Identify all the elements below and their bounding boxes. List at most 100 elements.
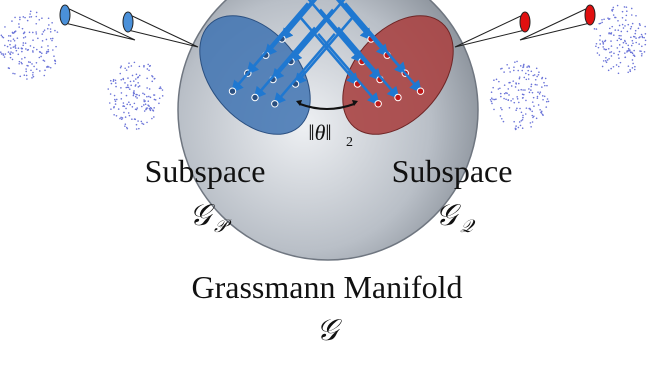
cloud-dot bbox=[50, 28, 52, 30]
cloud-dot bbox=[521, 111, 523, 113]
cloud-dot bbox=[500, 93, 502, 95]
cloud-dot bbox=[622, 24, 624, 26]
cloud-dot bbox=[39, 70, 41, 72]
cloud-dot bbox=[128, 62, 130, 64]
cloud-dot bbox=[143, 99, 145, 101]
cloud-dot bbox=[530, 122, 532, 124]
cloud-dot bbox=[638, 28, 640, 30]
cloud-dot bbox=[8, 51, 10, 53]
cloud-dot bbox=[47, 28, 49, 30]
cloud-dot bbox=[522, 117, 524, 119]
cloud-dot bbox=[594, 28, 596, 30]
cloud-dot bbox=[632, 67, 634, 69]
cloud-dot bbox=[123, 102, 125, 104]
cloud-dot bbox=[57, 31, 59, 33]
cloud-dot bbox=[32, 39, 34, 41]
cloud-dot bbox=[47, 45, 49, 47]
cloud-dot bbox=[25, 68, 27, 70]
norm-subscript: 2 bbox=[346, 135, 353, 150]
cloud-dot bbox=[13, 38, 15, 40]
cloud-dot bbox=[615, 17, 617, 19]
cloud-dot bbox=[139, 75, 141, 77]
camera-cone bbox=[455, 14, 525, 47]
cloud-dot bbox=[46, 52, 48, 54]
cloud-dot bbox=[135, 96, 137, 98]
cloud-dot bbox=[143, 104, 145, 106]
cloud-dot bbox=[14, 73, 16, 75]
cloud-dot bbox=[620, 39, 622, 41]
cloud-dot bbox=[634, 33, 636, 35]
cloud-dot bbox=[25, 71, 27, 73]
cloud-dot bbox=[500, 96, 502, 98]
cloud-dot bbox=[613, 7, 615, 9]
cloud-dot bbox=[622, 46, 624, 48]
cloud-dot bbox=[42, 40, 44, 42]
cloud-dot bbox=[522, 115, 524, 117]
cloud-dot bbox=[146, 108, 148, 110]
cloud-dot bbox=[147, 64, 149, 66]
cloud-dot bbox=[24, 74, 26, 76]
cloud-dot bbox=[511, 85, 513, 87]
cloud-dot bbox=[611, 55, 613, 57]
cloud-dot bbox=[627, 24, 629, 26]
cloud-dot bbox=[133, 93, 135, 95]
cloud-dot bbox=[596, 43, 598, 45]
cloud-dot bbox=[531, 115, 533, 117]
cloud-dot bbox=[532, 92, 534, 94]
cloud-dot bbox=[146, 78, 148, 80]
cloud-dot bbox=[126, 95, 128, 97]
cloud-dot bbox=[492, 87, 494, 89]
cloud-dot bbox=[639, 36, 641, 38]
cloud-dot bbox=[603, 43, 605, 45]
subspace-point bbox=[395, 94, 401, 100]
cloud-dot bbox=[533, 97, 535, 99]
cloud-dot bbox=[127, 86, 129, 88]
cloud-dot bbox=[531, 84, 533, 86]
cloud-dot bbox=[151, 108, 153, 110]
cloud-dot bbox=[110, 108, 112, 110]
cloud-dot bbox=[513, 70, 515, 72]
cloud-dot bbox=[530, 89, 532, 91]
cloud-dot bbox=[44, 69, 46, 71]
cloud-dot bbox=[33, 76, 35, 78]
cloud-dot bbox=[635, 15, 637, 17]
cloud-dot bbox=[493, 79, 495, 81]
cloud-dot bbox=[19, 17, 21, 19]
cloud-dot bbox=[147, 68, 149, 70]
cloud-dot bbox=[141, 123, 143, 125]
cloud-dot bbox=[529, 92, 531, 94]
cloud-dot bbox=[124, 125, 126, 127]
cloud-dot bbox=[119, 73, 121, 75]
cloud-dot bbox=[607, 59, 609, 61]
cloud-dot bbox=[618, 54, 620, 56]
cloud-dot bbox=[40, 56, 42, 58]
cloud-dot bbox=[491, 97, 493, 99]
cloud-dot bbox=[530, 86, 532, 88]
cloud-dot bbox=[141, 106, 143, 108]
cloud-dot bbox=[11, 20, 13, 22]
cloud-dot bbox=[603, 60, 605, 62]
cloud-dot bbox=[538, 71, 540, 73]
cloud-dot bbox=[534, 74, 536, 76]
cloud-dot bbox=[29, 61, 31, 63]
cloud-dot bbox=[159, 97, 161, 99]
cloud-dot bbox=[54, 60, 56, 62]
cloud-dot bbox=[526, 66, 528, 68]
cloud-dot bbox=[525, 113, 527, 115]
cloud-dot bbox=[149, 108, 151, 110]
cloud-dot bbox=[134, 119, 136, 121]
cloud-dot bbox=[21, 58, 23, 60]
cloud-dot bbox=[23, 37, 25, 39]
cloud-dot bbox=[623, 42, 625, 44]
cloud-dot bbox=[500, 115, 502, 117]
cloud-dot bbox=[508, 67, 510, 69]
cloud-dot bbox=[13, 46, 15, 48]
cloud-dot bbox=[613, 34, 615, 36]
cloud-dot bbox=[622, 11, 624, 13]
cloud-dot bbox=[128, 101, 130, 103]
cloud-dot bbox=[522, 119, 524, 121]
cloud-dot bbox=[115, 82, 117, 84]
cloud-dot bbox=[35, 31, 37, 33]
cloud-dot bbox=[15, 47, 17, 49]
cloud-dot bbox=[127, 84, 129, 86]
